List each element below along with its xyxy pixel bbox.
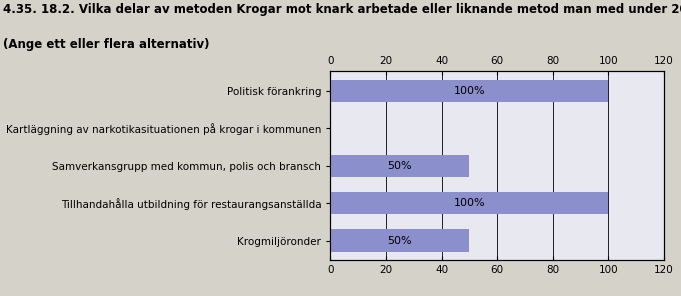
Text: 50%: 50% — [387, 236, 412, 246]
Text: 100%: 100% — [454, 198, 485, 208]
Text: 50%: 50% — [387, 161, 412, 171]
Bar — [330, 155, 469, 177]
Text: 100%: 100% — [454, 86, 485, 96]
Text: 4.35. 18.2. Vilka delar av metoden Krogar mot knark arbetade eller liknande meto: 4.35. 18.2. Vilka delar av metoden Kroga… — [3, 3, 681, 16]
Bar — [330, 192, 608, 214]
Bar — [330, 229, 469, 252]
Text: (Ange ett eller flera alternativ): (Ange ett eller flera alternativ) — [3, 38, 210, 52]
Bar — [330, 80, 608, 102]
